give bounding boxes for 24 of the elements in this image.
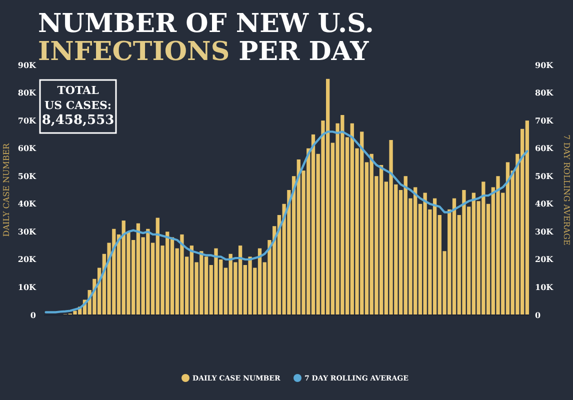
y-tick-label: 60K [18, 143, 38, 154]
annotation: TOTAL US CASES: 8,458,553 [42, 84, 114, 128]
y-tick-label: 20K [18, 254, 38, 264]
y-tick-label: 40K [18, 198, 38, 209]
y-tick-label: 70K [18, 115, 38, 126]
y2-tick-label: 60K [535, 143, 554, 154]
y-tick-label: 30K [18, 226, 38, 236]
y2-tick-label: 10K [535, 282, 554, 292]
y2-tick-label: 30K [535, 226, 554, 236]
y2-tick-label: 90K [535, 60, 554, 70]
y-tick-label: 50K [18, 170, 38, 181]
y-tick-label: 10K [18, 282, 38, 292]
y2-axis-title: 7 DAY ROLLING AVERAGE [562, 134, 571, 246]
y2-tick-label: 0 [535, 310, 541, 320]
y2-tick-label: 80K [535, 88, 554, 98]
y2-tick-label: 20K [535, 254, 554, 264]
y-tick-label: 80K [18, 88, 38, 98]
chart-title: NUMBER OF NEW U.S. INFECTIONS PER DAY [38, 9, 374, 67]
y-axis-title: DAILY CASE NUMBER [2, 142, 11, 237]
y-tick-label: 90K [18, 60, 38, 70]
y2-tick-label: 50K [535, 170, 554, 181]
y-tick-label: 0 [30, 310, 36, 320]
y2-tick-label: 70K [535, 115, 554, 126]
y2-tick-label: 40K [535, 198, 554, 209]
